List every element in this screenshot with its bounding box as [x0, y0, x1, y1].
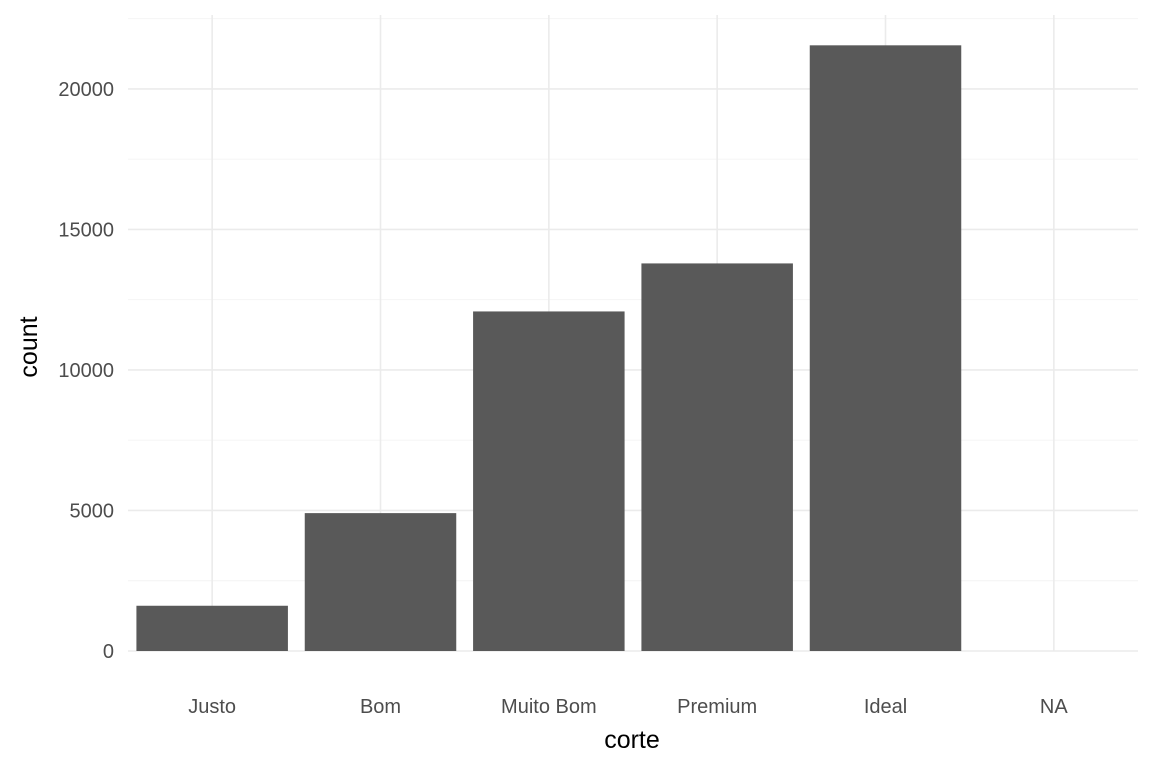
minor-gridlines [128, 18, 1138, 582]
bars [136, 45, 962, 651]
x-tick-label: Premium [677, 696, 757, 718]
bar-ideal [809, 45, 962, 651]
y-tick-label: 10000 [58, 360, 114, 382]
bar-justo [136, 605, 288, 651]
bar-bom [304, 513, 457, 651]
y-axis-tick-labels: 0 5000 10000 15000 20000 [58, 79, 114, 663]
y-tick-label: 0 [103, 641, 114, 663]
x-axis-title: corte [604, 726, 660, 754]
x-tick-label: NA [1040, 696, 1068, 718]
x-axis-tick-labels: Justo Bom Muito Bom Premium Ideal NA [188, 696, 1068, 718]
y-tick-label: 20000 [58, 79, 114, 101]
x-tick-label: Ideal [864, 696, 907, 718]
x-tick-label: Muito Bom [501, 696, 597, 718]
y-tick-label: 15000 [58, 219, 114, 241]
bar-premium [641, 263, 793, 651]
major-gridlines [128, 15, 1138, 652]
y-axis-title: count [15, 316, 43, 377]
x-tick-label: Bom [360, 696, 401, 718]
bar-muito-bom [473, 311, 625, 651]
y-tick-label: 5000 [70, 500, 115, 522]
x-tick-label: Justo [188, 696, 236, 718]
